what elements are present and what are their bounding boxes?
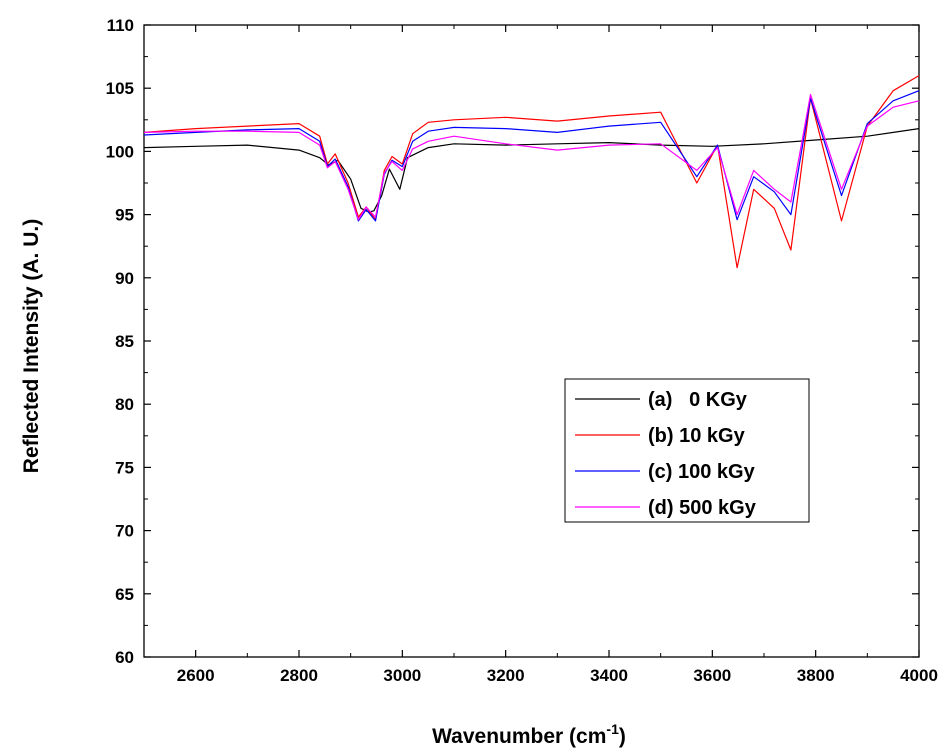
- x-axis-title-main: Wavenumber (cm: [432, 725, 606, 748]
- x-tick-label: 3800: [797, 666, 835, 685]
- y-tick-label: 85: [115, 332, 134, 351]
- y-tick-label: 105: [106, 79, 134, 98]
- series-line-3: [143, 93, 920, 221]
- x-tick-label: 3600: [693, 666, 731, 685]
- legend-label: (b) 10 kGy: [648, 425, 746, 447]
- legend: (a) 0 KGy (b) 10 kGy (c) 100 kGy (d) 500 kG…: [564, 378, 810, 523]
- x-axis-title-tail: ): [619, 725, 626, 748]
- series-layer: [143, 75, 920, 269]
- y-tick-label: 80: [115, 395, 134, 414]
- series-line-0: [143, 128, 920, 213]
- y-tick-label: 70: [115, 522, 134, 541]
- y-tick-label: 95: [115, 206, 134, 225]
- x-tick-label: 4000: [900, 666, 938, 685]
- legend-label: (d) 500 kGy: [648, 497, 757, 519]
- legend-label: (c) 100 kGy: [648, 461, 756, 483]
- y-axis-title: Reflected Intensity (A. U.): [20, 219, 43, 473]
- y-tick-label: 110: [107, 16, 134, 35]
- x-axis-title: Wavenumber (cm-1): [432, 721, 626, 748]
- y-tick-label: 90: [115, 269, 134, 288]
- ticks-layer: 2600 2800 3000 3200 3400 3600 3800 4000 60 65 70 75…: [106, 16, 938, 685]
- series-line-2: [143, 90, 920, 222]
- series-line-1: [143, 75, 920, 269]
- x-tick-label: 2800: [280, 666, 318, 685]
- x-tick-label: 2600: [177, 666, 215, 685]
- y-tick-label: 65: [115, 585, 134, 604]
- y-tick-label: 75: [115, 458, 134, 477]
- legend-entries: (a) 0 KGy (b) 10 kGy (c) 100 kGy (d) 500 kG…: [575, 389, 757, 519]
- y-tick-label: 60: [115, 648, 134, 667]
- x-axis-title-sup: -1: [606, 721, 619, 737]
- y-tick-label: 100: [106, 142, 134, 161]
- x-tick-label: 3400: [590, 666, 628, 685]
- legend-box: [564, 378, 810, 523]
- x-tick-label: 3000: [383, 666, 421, 685]
- x-tick-label: 3200: [487, 666, 525, 685]
- legend-label: (a) 0 KGy: [648, 389, 748, 411]
